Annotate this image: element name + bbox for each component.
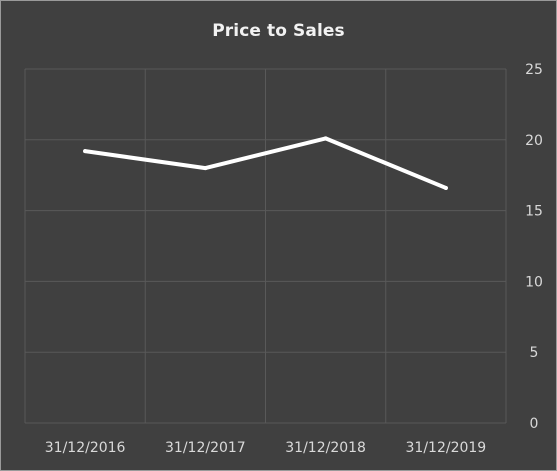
x-tick-label: 31/12/2016: [45, 440, 126, 456]
x-tick-label: 31/12/2017: [165, 440, 246, 456]
x-tick-label: 31/12/2019: [406, 440, 487, 456]
series-line: [83, 136, 448, 190]
y-tick-label: 5: [530, 345, 539, 361]
data-point: [203, 166, 208, 171]
y-tick-label: 20: [525, 133, 543, 149]
y-tick-label: 15: [525, 204, 543, 220]
data-point: [323, 136, 328, 141]
y-tick-label: 10: [525, 274, 543, 290]
data-point: [83, 149, 88, 154]
chart-title: Price to Sales: [212, 21, 345, 41]
x-tick-label: 31/12/2018: [285, 440, 366, 456]
data-point: [443, 185, 448, 190]
y-tick-label: 25: [525, 62, 543, 78]
y-tick-label: 0: [530, 416, 539, 432]
